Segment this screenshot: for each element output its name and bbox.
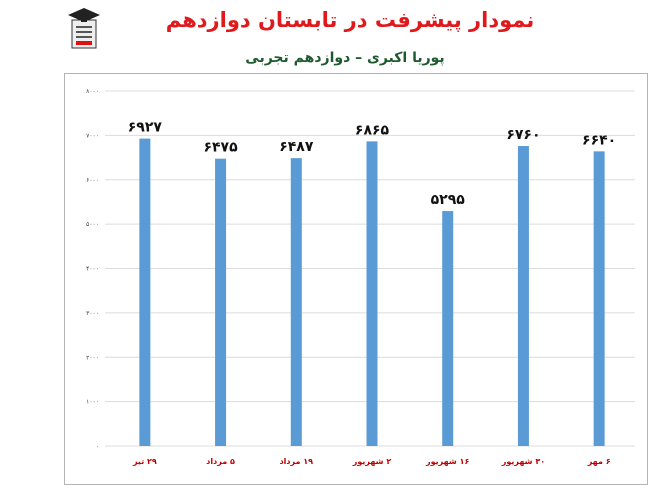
chart-area: ۰ ۱۰۰۰ ۲۰۰۰ ۳۰۰۰ ۴۰۰۰ ۵۰۰۰ ۶۰۰۰ ۷۰۰۰ ۸۰۰۰ ۶۹۲۷ ۲۹ …	[64, 73, 648, 485]
x-tick-label: ۶ مهر	[587, 457, 611, 466]
y-tick-label: ۵۰۰۰	[86, 221, 99, 228]
y-tick-label: ۷۰۰۰	[86, 132, 99, 139]
chart-title: نمودار پیشرفت در تابستان دوازدهم	[165, 8, 535, 32]
data-label: ۵۲۹۵	[431, 192, 466, 208]
bar-chart: ۰ ۱۰۰۰ ۲۰۰۰ ۳۰۰۰ ۴۰۰۰ ۵۰۰۰ ۶۰۰۰ ۷۰۰۰ ۸۰۰۰ ۶۹۲۷ ۲۹ …	[86, 88, 635, 466]
bar	[290, 158, 302, 446]
x-tick-label: ۲ شهریور	[352, 457, 392, 466]
bar	[593, 151, 605, 446]
data-label: ۶۹۲۷	[128, 120, 163, 136]
x-tick-label: ۲۹ تیر	[132, 457, 157, 466]
y-tick-label: ۲۰۰۰	[86, 354, 99, 361]
data-label: ۶۸۶۵	[355, 122, 390, 138]
bar	[139, 138, 151, 446]
data-label: ۶۴۸۷	[279, 139, 314, 155]
x-tick-label: ۳۰ شهریور	[501, 457, 545, 466]
x-tick-label: ۱۹ مرداد	[280, 457, 314, 466]
y-tick-label: ۶۰۰۰	[86, 177, 99, 184]
data-label: ۶۶۴۰	[582, 132, 616, 148]
bar	[366, 141, 378, 446]
bar	[215, 158, 227, 446]
y-tick-label: ۴۰۰۰	[86, 266, 99, 273]
data-label: ۶۷۶۰	[506, 127, 540, 143]
bar	[442, 211, 454, 446]
x-tick-label: ۱۶ شهریور	[425, 457, 469, 466]
y-tick-label: ۱۰۰۰	[86, 399, 99, 406]
x-tick-label: ۵ مرداد	[206, 457, 235, 466]
y-tick-label: ۳۰۰۰	[86, 310, 99, 317]
graduate-logo-icon	[68, 8, 100, 49]
y-tick-label: ۰	[96, 443, 99, 450]
bar	[517, 146, 529, 446]
data-label: ۶۴۷۵	[203, 140, 238, 156]
y-tick-label: ۸۰۰۰	[86, 88, 99, 95]
chart-subtitle: پوریا اکبری – دوازدهم تجربی	[245, 50, 445, 66]
